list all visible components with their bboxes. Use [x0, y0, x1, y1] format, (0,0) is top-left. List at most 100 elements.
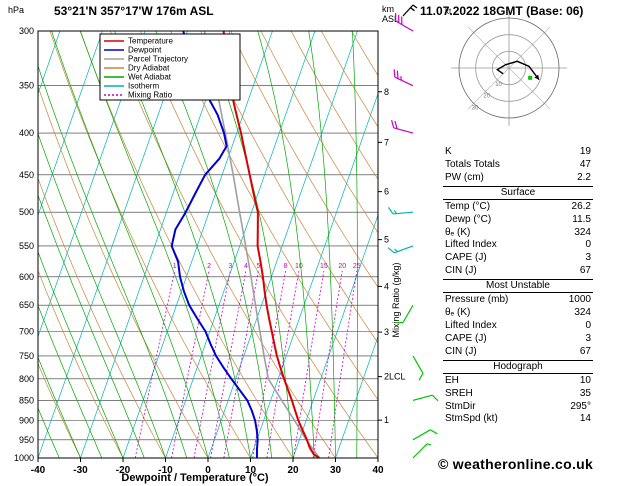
surface-row: Dewp (°C) 11.5	[443, 214, 593, 227]
mixing-ratio-label: 3	[228, 263, 232, 270]
isotherm-line	[250, 92, 378, 458]
wet-adiabat-line	[38, 64, 188, 458]
stat-label: θₑ (K)	[445, 307, 471, 319]
stat-label: Dewp (°C)	[445, 213, 492, 225]
wet-adiabat-line	[38, 250, 124, 458]
stat-value: 26.2	[571, 200, 591, 212]
dewpoint-line	[170, 31, 259, 458]
most-unstable-section: Pressure (mb) 1000 θₑ (K) 324 Lifted Index 0 C…	[443, 294, 593, 359]
km-tick-label: 8	[384, 87, 389, 97]
pressure-axis-unit: hPa	[8, 5, 24, 15]
pressure-tick-label: 950	[19, 435, 34, 445]
wind-barb	[387, 245, 414, 254]
hodograph-row: EH 10	[443, 375, 593, 388]
stat-label: CIN (J)	[445, 345, 477, 357]
temp-tick-label: -20	[116, 465, 131, 476]
dry-adiabat-line	[290, 31, 378, 180]
mixing-ratio-line	[312, 270, 343, 458]
isotherm-line	[38, 31, 188, 458]
hodograph-ring	[475, 34, 543, 102]
isotherm-line	[38, 31, 103, 217]
mixing-ratio-line	[266, 270, 300, 458]
mixing-ratio-label: 20	[338, 263, 346, 270]
mixing-ratio-label: 10	[295, 263, 303, 270]
temp-tick-label: 40	[372, 465, 384, 476]
stat-value: 19	[579, 146, 591, 157]
hodograph: 10 20 30 kt	[445, 7, 567, 126]
datetime-text: 11.07.2022 18GMT (Base: 06)	[420, 3, 584, 18]
dry-adiabat-line	[109, 31, 336, 458]
km-tick-label: 3	[384, 327, 389, 337]
stat-value: 2.2	[577, 171, 591, 183]
temp-tick-label: 30	[330, 465, 342, 476]
mixing-ratio-line	[171, 270, 210, 458]
wind-barb	[412, 355, 424, 381]
hodograph-row: StmSpd (kt) 14	[443, 413, 593, 426]
surface-section-title: Surface	[443, 185, 593, 200]
mixing-ratio-line	[193, 270, 231, 458]
hodograph-ring-label: 10	[495, 82, 502, 88]
pressure-tick-label: 300	[19, 26, 34, 36]
stat-value: 11.5	[572, 213, 591, 225]
wet-adiabat-line	[114, 31, 251, 458]
dry-adiabat-line	[49, 31, 251, 458]
altitude-axis-unit: km	[382, 4, 394, 14]
wet-adiabat-line	[38, 356, 81, 458]
stat-label: StmDir	[445, 400, 476, 412]
pressure-tick-label: 750	[19, 351, 34, 361]
mixing-ratio-line	[293, 270, 325, 458]
hodograph-row: SREH 35	[443, 388, 593, 401]
wind-barb-icon	[402, 4, 418, 17]
km-tick-label: 1	[384, 415, 389, 425]
stat-value: 35	[579, 387, 591, 399]
mixing-ratio-label: 1	[173, 263, 177, 270]
pressure-tick-label: 600	[19, 272, 34, 282]
dry-adiabat-line	[38, 269, 124, 458]
stat-label: StmSpd (kt)	[445, 413, 498, 425]
stat-value: 67	[579, 345, 591, 357]
indices-section: K 19 Totals Totals 47 PW (cm) 2.2	[443, 146, 593, 185]
surface-row: Temp (°C) 26.2	[443, 201, 593, 214]
stat-value: 324	[574, 307, 591, 319]
index-row: K 19	[443, 146, 593, 159]
legend-label: Temperature	[128, 37, 173, 46]
wind-barb	[412, 429, 438, 441]
hodograph-ring	[458, 17, 560, 119]
temperature-line	[222, 31, 320, 458]
pressure-tick-label: 350	[19, 81, 34, 91]
stat-label: EH	[445, 374, 459, 386]
km-tick-label: 2LCL	[384, 372, 406, 382]
km-tick-label: 4	[384, 281, 389, 291]
index-row: PW (cm) 2.2	[443, 172, 593, 185]
stat-value: 0	[585, 319, 591, 331]
stat-value: 3	[585, 332, 591, 344]
temp-tick-label: -40	[31, 465, 46, 476]
stat-value: 14	[579, 413, 591, 425]
wet-adiabat-line	[38, 304, 103, 458]
surface-row: CAPE (J) 3	[443, 252, 593, 265]
legend-label: Isotherm	[128, 82, 159, 91]
mixing-ratio-label: 2	[207, 263, 211, 270]
dry-adiabat-line	[79, 31, 294, 458]
most-unstable-row: CAPE (J) 3	[443, 333, 593, 346]
wind-barb	[412, 394, 439, 402]
legend-box	[99, 33, 241, 101]
surface-row: θₑ (K) 324	[443, 227, 593, 240]
wind-barb	[391, 119, 414, 134]
mixing-ratio-axis-label: Mixing Ratio (g/kg)	[391, 262, 401, 337]
mixing-ratio-label: 8	[284, 263, 288, 270]
most-unstable-row: Lifted Index 0	[443, 320, 593, 333]
wet-adiabat-line	[352, 31, 358, 458]
wet-adiabat-line	[38, 407, 60, 458]
hodograph-unit-label: kt	[445, 7, 452, 16]
mixing-ratio-label: 5	[256, 263, 260, 270]
most-unstable-section-title: Most Unstable	[443, 279, 593, 294]
km-tick-label: 6	[384, 187, 389, 197]
stat-label: CAPE (J)	[445, 252, 487, 264]
hodograph-arrowhead	[534, 74, 539, 80]
stat-value: 1000	[568, 294, 591, 306]
km-tick-label: 7	[384, 137, 389, 147]
pressure-tick-label: 400	[19, 128, 34, 138]
hodograph-trace	[496, 60, 540, 81]
stats-panel: K 19 Totals Totals 47 PW (cm) 2.2 Surface Tem…	[443, 146, 593, 426]
